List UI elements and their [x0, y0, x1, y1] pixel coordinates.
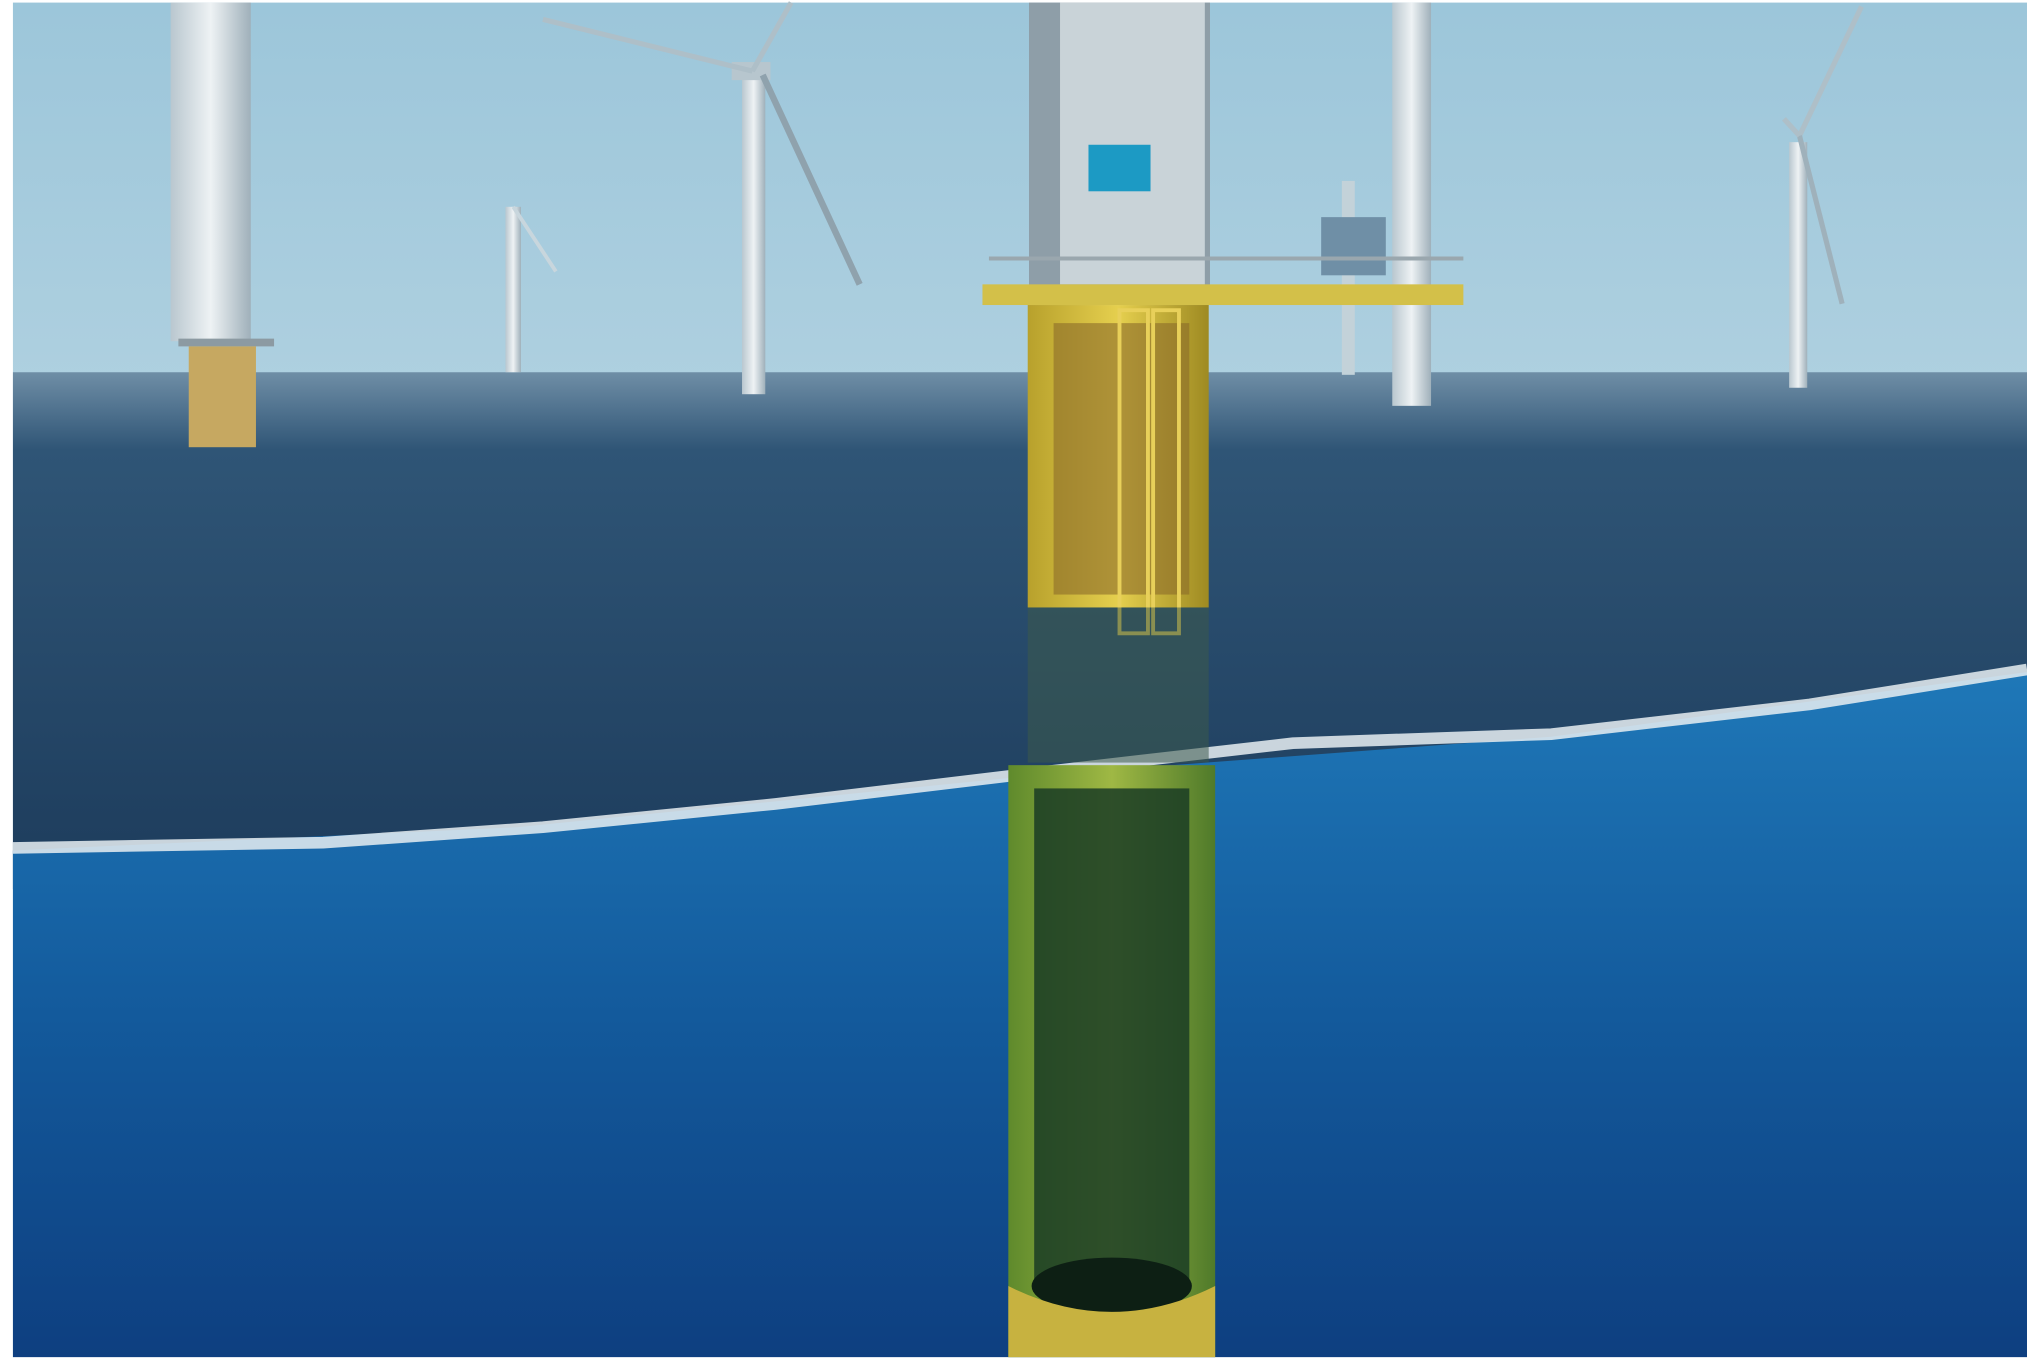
turbine-mid [542, 1, 863, 395]
blade [511, 205, 558, 273]
tower-interior [1060, 2, 1205, 285]
tower [742, 71, 766, 395]
crane-housing [1321, 217, 1386, 276]
turbine-far-right [1782, 5, 1864, 388]
tower [170, 2, 251, 342]
pile-base [1031, 1257, 1192, 1315]
tower [1789, 142, 1808, 388]
blade [759, 73, 863, 286]
equipment [1088, 144, 1151, 192]
platform [178, 338, 275, 347]
foundation [188, 346, 256, 448]
turbine-far [505, 205, 558, 373]
tower [505, 206, 521, 373]
pile-reflection [1027, 607, 1209, 763]
central-turbine [982, 2, 1464, 1358]
blade [1782, 117, 1802, 138]
far-tower [1341, 180, 1355, 375]
turbine-left [170, 2, 275, 448]
blade [1796, 135, 1845, 305]
pile-rim [1008, 1286, 1216, 1358]
blade [542, 16, 753, 74]
platform [982, 284, 1464, 306]
monopile-interior [1034, 788, 1190, 1287]
blade [1797, 5, 1864, 137]
blade [750, 1, 794, 73]
tower [1392, 2, 1432, 406]
